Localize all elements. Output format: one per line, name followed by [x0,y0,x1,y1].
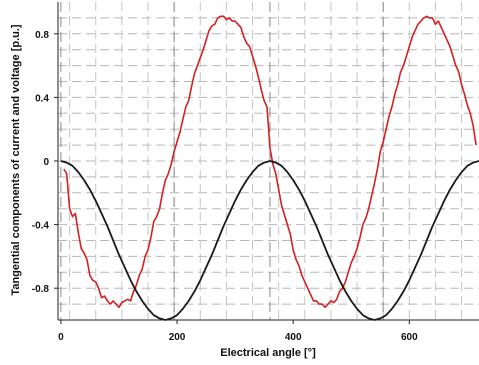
y-tick-label: 0.8 [35,30,49,41]
y-axis-label: Tangential components of current and vol… [10,24,22,295]
x-axis-label: Electrical angle [°] [220,347,316,359]
y-tick-label: 0 [43,157,49,168]
x-tick-label: 200 [169,332,186,343]
x-tick-label: 400 [285,332,302,343]
y-tick-label: 0.4 [35,93,49,104]
y-tick-label: -0.4 [32,221,50,232]
x-tick-label: 600 [401,332,418,343]
series-line-1 [63,15,477,309]
series-layer [60,15,479,321]
y-tick-label: -0.8 [32,284,50,295]
x-ticks: 0 200 400 600 [58,320,418,343]
x-tick-label: 0 [58,332,64,343]
y-ticks: -0.8 -0.4 0 0.4 0.8 [32,30,58,295]
series-line-2 [60,160,479,321]
